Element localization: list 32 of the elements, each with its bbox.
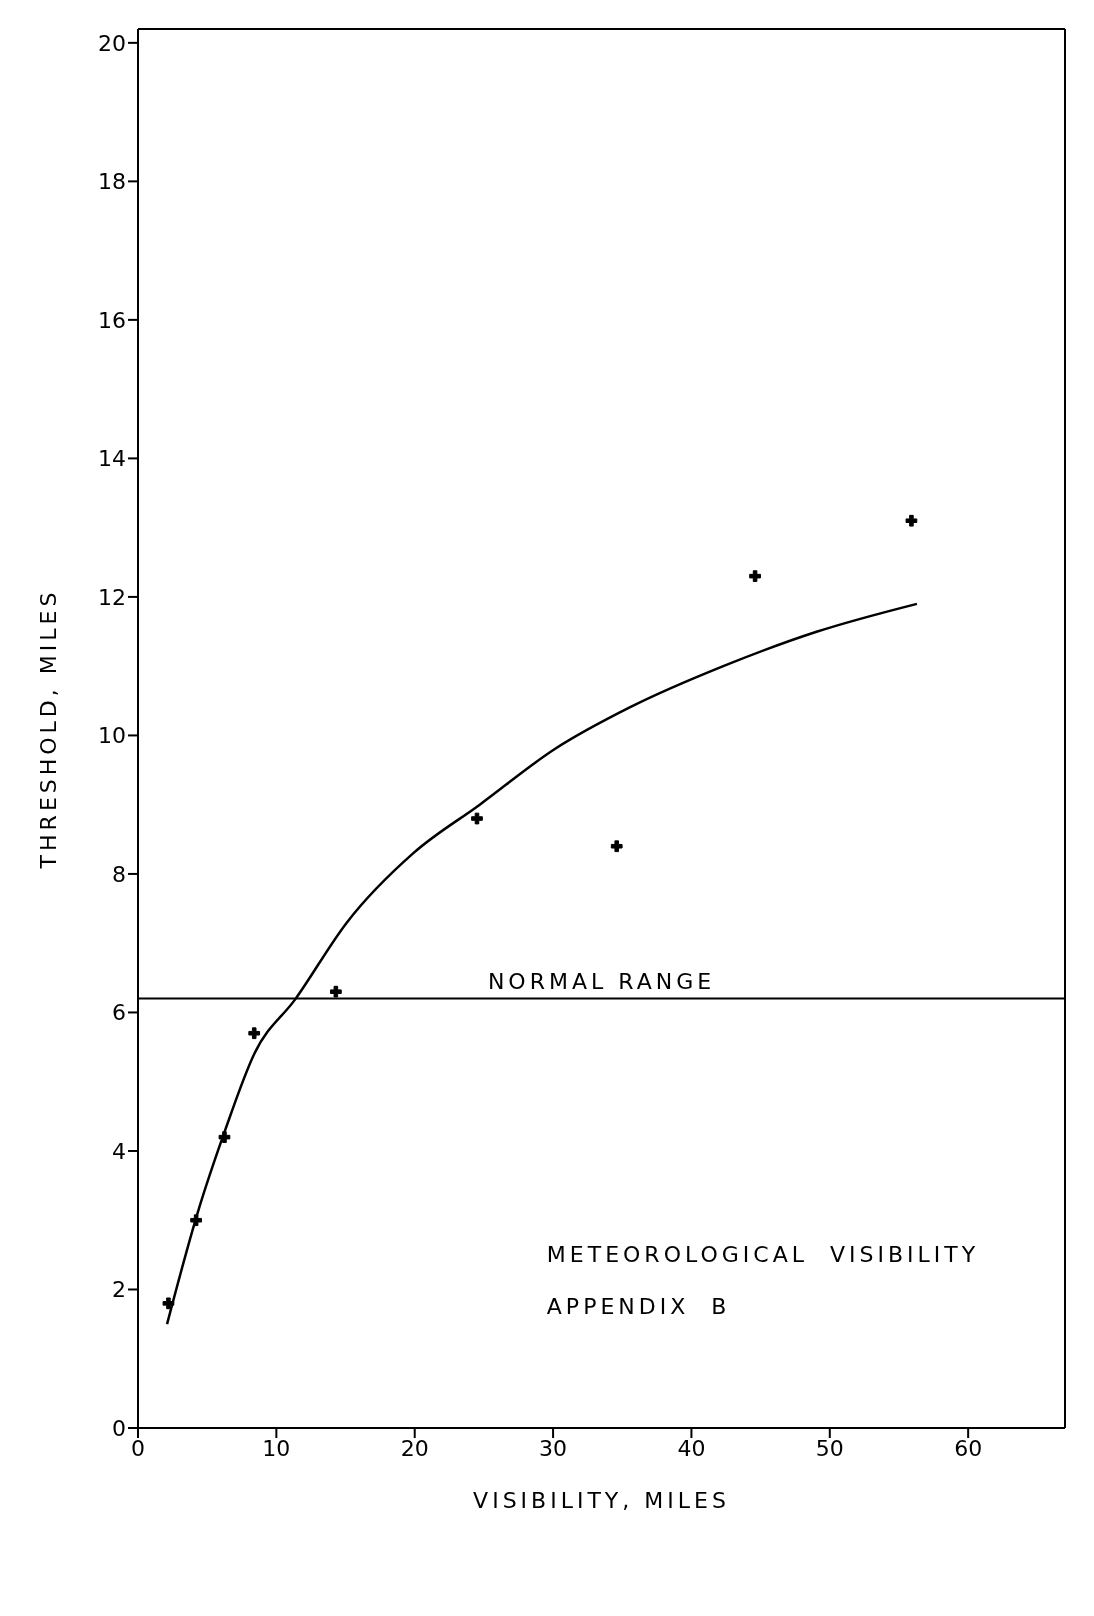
y-tick-label: 4 <box>112 1138 126 1164</box>
point <box>905 514 918 527</box>
point <box>190 1214 202 1227</box>
x-tick-label: 20 <box>400 1435 429 1461</box>
annotation: METEOROLOGICAL VISIBILITY <box>546 1241 980 1267</box>
y-tick-label: 8 <box>112 861 126 887</box>
ref-line-label: NORMAL RANGE <box>487 968 716 994</box>
y-tick-label: 18 <box>98 169 126 195</box>
y-tick-label: 2 <box>112 1277 126 1303</box>
y-tick-label: 6 <box>112 1000 126 1026</box>
y-tick-label: 20 <box>98 30 126 56</box>
point <box>749 570 761 582</box>
point <box>248 1027 261 1040</box>
y-tick-label: 14 <box>98 446 126 472</box>
x-tick-label: 50 <box>815 1435 844 1461</box>
annotation: APPENDIX B <box>546 1293 731 1319</box>
x-tick-label: 30 <box>539 1435 568 1461</box>
x-tick-label: 60 <box>954 1435 983 1461</box>
point <box>162 1297 175 1310</box>
point <box>610 840 623 853</box>
y-tick-label: 10 <box>98 723 126 749</box>
y-tick-label: 12 <box>98 584 126 610</box>
y-tick-label: 0 <box>112 1415 126 1441</box>
point <box>218 1131 231 1143</box>
y-tick-label: 16 <box>98 307 126 333</box>
y-axis-title: THRESHOLD, MILES <box>35 588 61 870</box>
point <box>329 985 342 998</box>
x-tick-label: 40 <box>677 1435 706 1461</box>
x-tick-label: 10 <box>262 1435 291 1461</box>
x-tick-label: 0 <box>131 1435 145 1461</box>
point <box>471 812 483 825</box>
x-axis-title: VISIBILITY, MILES <box>473 1488 730 1513</box>
